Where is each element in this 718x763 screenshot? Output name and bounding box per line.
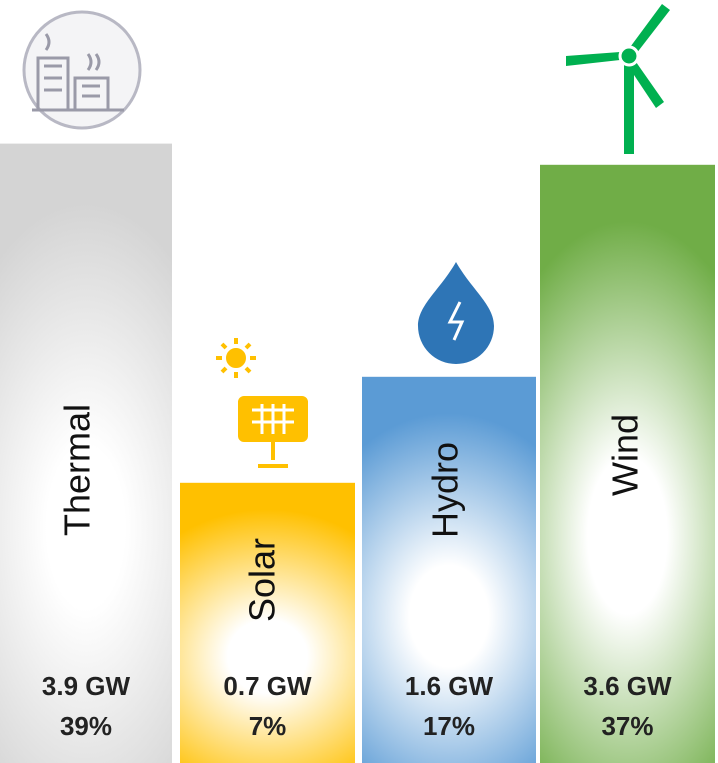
hydro-icon	[418, 262, 494, 364]
wind-icon	[566, 4, 670, 154]
bar	[362, 376, 536, 763]
category-label: Thermal	[57, 404, 98, 536]
share-label: 37%	[601, 711, 653, 741]
category-label: Hydro	[425, 442, 466, 538]
bar	[180, 482, 355, 763]
capacity-label: 3.6 GW	[583, 671, 672, 701]
bar	[540, 164, 715, 763]
share-label: 17%	[423, 711, 475, 741]
solar-icon	[216, 338, 308, 468]
category-label: Wind	[605, 414, 646, 496]
share-label: 39%	[60, 711, 112, 741]
category-label: Solar	[242, 538, 283, 622]
thermal-icon	[22, 10, 142, 130]
capacity-label: 1.6 GW	[405, 671, 494, 701]
share-label: 7%	[249, 711, 287, 741]
bar	[0, 143, 172, 763]
capacity-label: 0.7 GW	[223, 671, 312, 701]
capacity-label: 3.9 GW	[42, 671, 131, 701]
